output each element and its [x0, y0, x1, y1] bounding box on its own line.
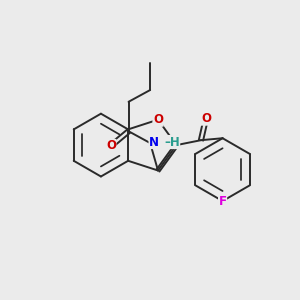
Text: O: O	[153, 113, 163, 126]
Text: O: O	[106, 140, 116, 152]
Text: O: O	[201, 112, 211, 125]
Text: F: F	[219, 194, 226, 208]
Text: –H: –H	[164, 136, 180, 148]
Text: N: N	[149, 136, 159, 148]
